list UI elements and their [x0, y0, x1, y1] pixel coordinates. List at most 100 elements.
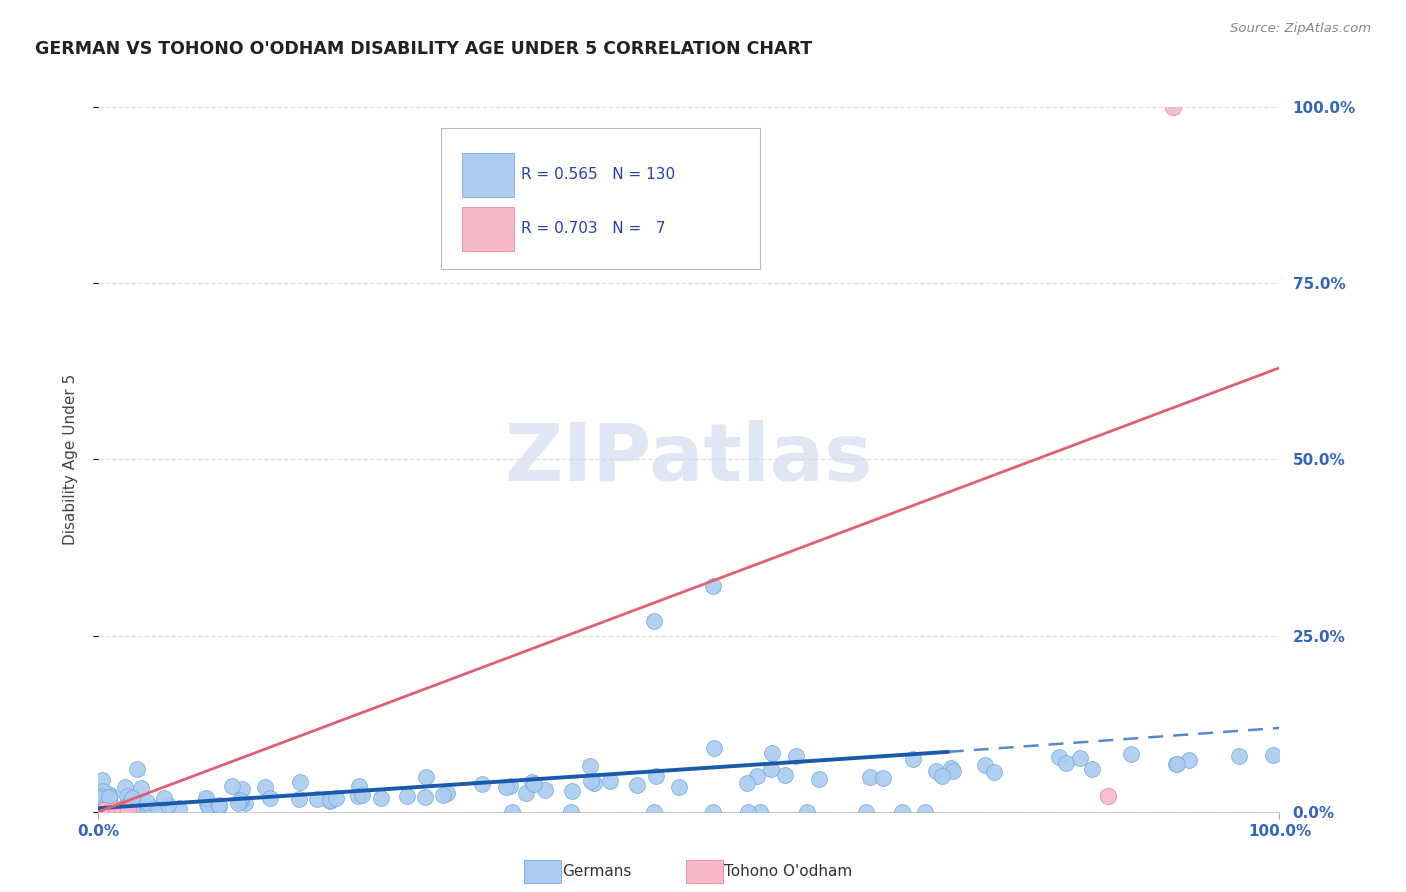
- Point: [259, 791, 281, 805]
- Point: [523, 777, 546, 791]
- Point: [121, 802, 143, 816]
- Point: [974, 758, 997, 772]
- Point: [122, 797, 145, 811]
- Point: [108, 804, 131, 818]
- Point: [748, 805, 770, 819]
- Point: [98, 803, 121, 817]
- Point: [436, 786, 458, 800]
- Point: [761, 746, 783, 760]
- Point: [773, 768, 796, 782]
- Text: GERMAN VS TOHONO O'ODHAM DISABILITY AGE UNDER 5 CORRELATION CHART: GERMAN VS TOHONO O'ODHAM DISABILITY AGE …: [35, 40, 813, 58]
- Point: [111, 804, 134, 818]
- Point: [643, 615, 665, 629]
- Point: [96, 791, 118, 805]
- Point: [288, 792, 311, 806]
- Point: [515, 786, 537, 800]
- Point: [872, 771, 894, 785]
- Point: [288, 774, 311, 789]
- Point: [195, 797, 218, 812]
- Point: [645, 769, 668, 783]
- Point: [735, 776, 758, 790]
- Point: [561, 783, 583, 797]
- Point: [495, 780, 517, 794]
- Point: [117, 793, 139, 807]
- Point: [501, 805, 523, 819]
- Point: [307, 792, 329, 806]
- Point: [115, 789, 138, 803]
- Point: [93, 803, 115, 817]
- Point: [121, 790, 143, 805]
- Point: [89, 803, 111, 817]
- Point: [112, 801, 135, 815]
- FancyBboxPatch shape: [463, 207, 515, 251]
- Point: [941, 764, 963, 778]
- Point: [599, 774, 621, 789]
- Point: [131, 802, 153, 816]
- Point: [94, 802, 117, 816]
- Point: [135, 795, 157, 809]
- Point: [370, 791, 392, 805]
- Point: [319, 793, 342, 807]
- Point: [931, 768, 953, 782]
- Text: Tohono O'odham: Tohono O'odham: [724, 864, 852, 879]
- Point: [350, 788, 373, 802]
- Point: [520, 775, 543, 789]
- Point: [93, 798, 115, 813]
- Point: [129, 780, 152, 795]
- Point: [117, 803, 139, 817]
- Point: [98, 795, 121, 809]
- Point: [925, 764, 948, 779]
- Point: [579, 759, 602, 773]
- Point: [94, 804, 117, 818]
- Point: [582, 776, 605, 790]
- Point: [91, 784, 114, 798]
- Point: [626, 778, 648, 792]
- Point: [349, 779, 371, 793]
- Point: [319, 793, 342, 807]
- Point: [890, 805, 912, 819]
- Point: [737, 805, 759, 819]
- Point: [855, 805, 877, 819]
- Point: [87, 790, 110, 805]
- Point: [859, 770, 882, 784]
- Point: [702, 579, 724, 593]
- Point: [105, 804, 128, 818]
- Point: [939, 761, 962, 775]
- Point: [325, 790, 347, 805]
- Point: [93, 803, 115, 817]
- Point: [98, 788, 121, 802]
- Point: [96, 803, 118, 817]
- Point: [195, 792, 218, 806]
- Point: [1081, 762, 1104, 776]
- Point: [231, 781, 253, 796]
- FancyBboxPatch shape: [463, 153, 515, 196]
- Point: [413, 790, 436, 805]
- Point: [534, 783, 557, 797]
- Point: [221, 779, 243, 793]
- Point: [90, 773, 112, 788]
- Point: [1119, 747, 1142, 761]
- Point: [1261, 748, 1284, 763]
- Point: [121, 798, 143, 813]
- Point: [121, 803, 143, 817]
- Point: [89, 791, 111, 805]
- Point: [93, 803, 115, 817]
- Point: [432, 789, 454, 803]
- Point: [117, 802, 139, 816]
- Point: [90, 805, 112, 819]
- Point: [197, 799, 219, 814]
- Point: [914, 805, 936, 819]
- Point: [745, 769, 768, 783]
- Text: ZIPatlas: ZIPatlas: [505, 420, 873, 499]
- Point: [152, 790, 174, 805]
- Point: [415, 770, 437, 784]
- Point: [167, 801, 190, 815]
- Point: [702, 805, 724, 819]
- Point: [1097, 789, 1119, 804]
- Point: [1054, 756, 1077, 770]
- Point: [471, 777, 494, 791]
- Point: [98, 804, 121, 818]
- Point: [346, 789, 368, 803]
- Point: [90, 799, 112, 814]
- Point: [903, 751, 925, 765]
